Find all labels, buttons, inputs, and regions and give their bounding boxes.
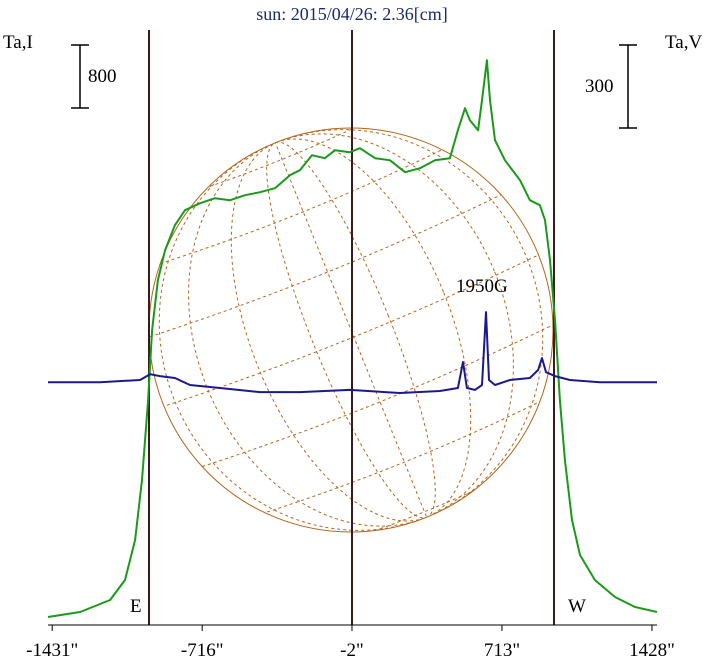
scale-bar-label: 300 [585,76,614,97]
x-tick-label: -1431" [26,640,78,661]
annotation: 1950G [456,276,508,297]
x-tick-label: -2" [340,640,364,661]
annotation: E [130,596,142,617]
series-line [48,311,657,394]
annotation: W [568,596,586,617]
y2-axis-label: Ta,V [665,32,702,53]
series-line [47,59,658,618]
chart-title: sun: 2015/04/26: 2.36[cm] [256,4,448,24]
x-tick-label: 713" [484,640,520,661]
y-axis-label: Ta,I [3,32,33,53]
limb-lines [148,30,555,625]
x-tick-label: -716" [181,640,224,661]
x-tick-label: 1428" [629,640,675,661]
scale-bar [619,44,637,129]
scale-bar [71,44,89,109]
scale-bar-label: 800 [88,66,117,87]
